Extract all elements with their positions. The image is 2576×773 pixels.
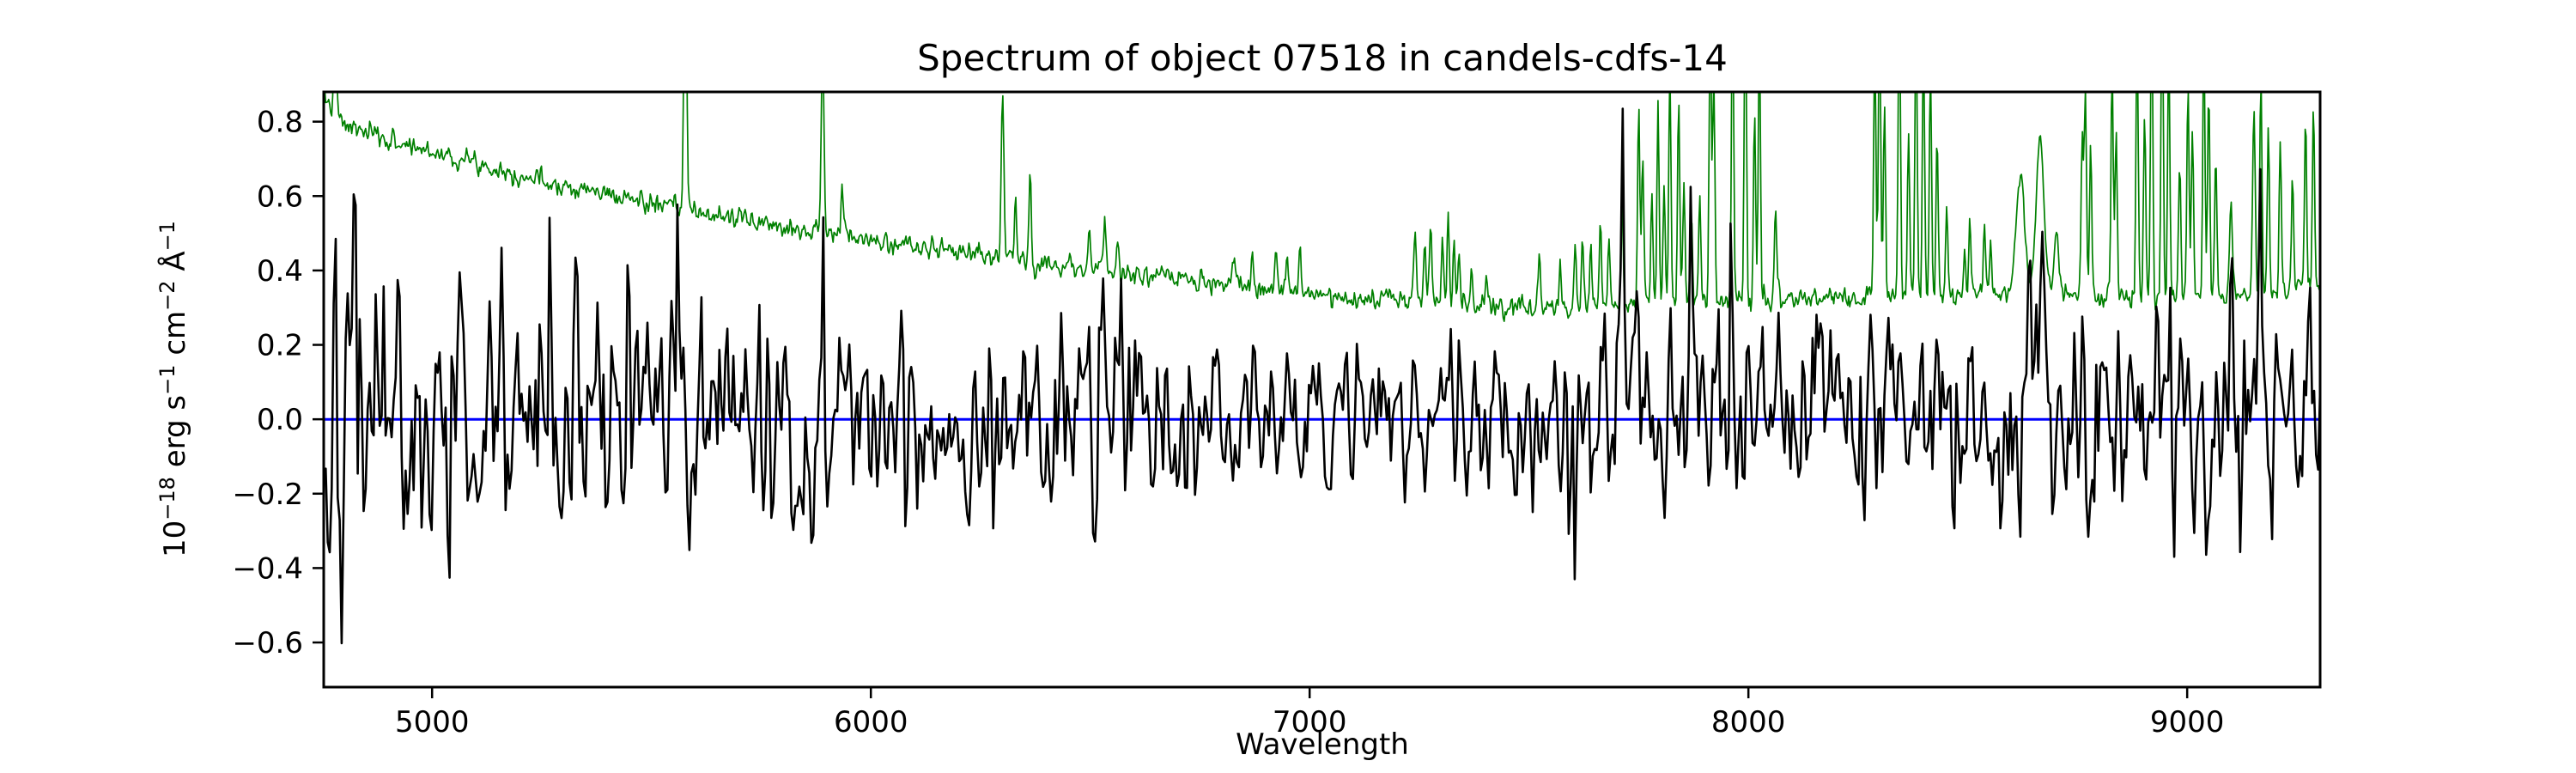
x-tick-label: 8000 [1711,705,1786,740]
y-axis-label: 10−18 erg s−1 cm−2 Å−1 [155,221,192,557]
y-tick-label: 0.8 [257,106,303,140]
chart-title: Spectrum of object 07518 in candels-cdfs… [917,37,1728,79]
axes-frame [322,90,2322,689]
x-tick-label: 5000 [395,705,470,740]
x-tick-label: 6000 [834,705,908,740]
noise-spectrum-line [324,92,2320,322]
axis-ticks: 5000 6000 7000 8000 9000 0.8 0.6 0.4 0.2 0.0 −0.2 −… [232,106,2224,740]
y-tick-label: −0.6 [232,626,303,660]
flux-spectrum-line [324,107,2320,645]
y-tick-label: 0.6 [257,180,303,214]
axes-spines [322,90,2322,689]
x-tick-label: 7000 [1273,705,1347,740]
x-tick-label: 9000 [2150,705,2225,740]
x-axis-label: Wavelength [1236,727,1409,762]
y-tick-label: 0.0 [257,403,303,437]
y-tick-label: −0.4 [232,551,303,586]
y-tick-label: 0.4 [257,254,303,289]
plot-series [324,92,2320,645]
y-tick-label: 0.2 [257,329,303,363]
y-tick-label: −0.2 [232,478,303,512]
